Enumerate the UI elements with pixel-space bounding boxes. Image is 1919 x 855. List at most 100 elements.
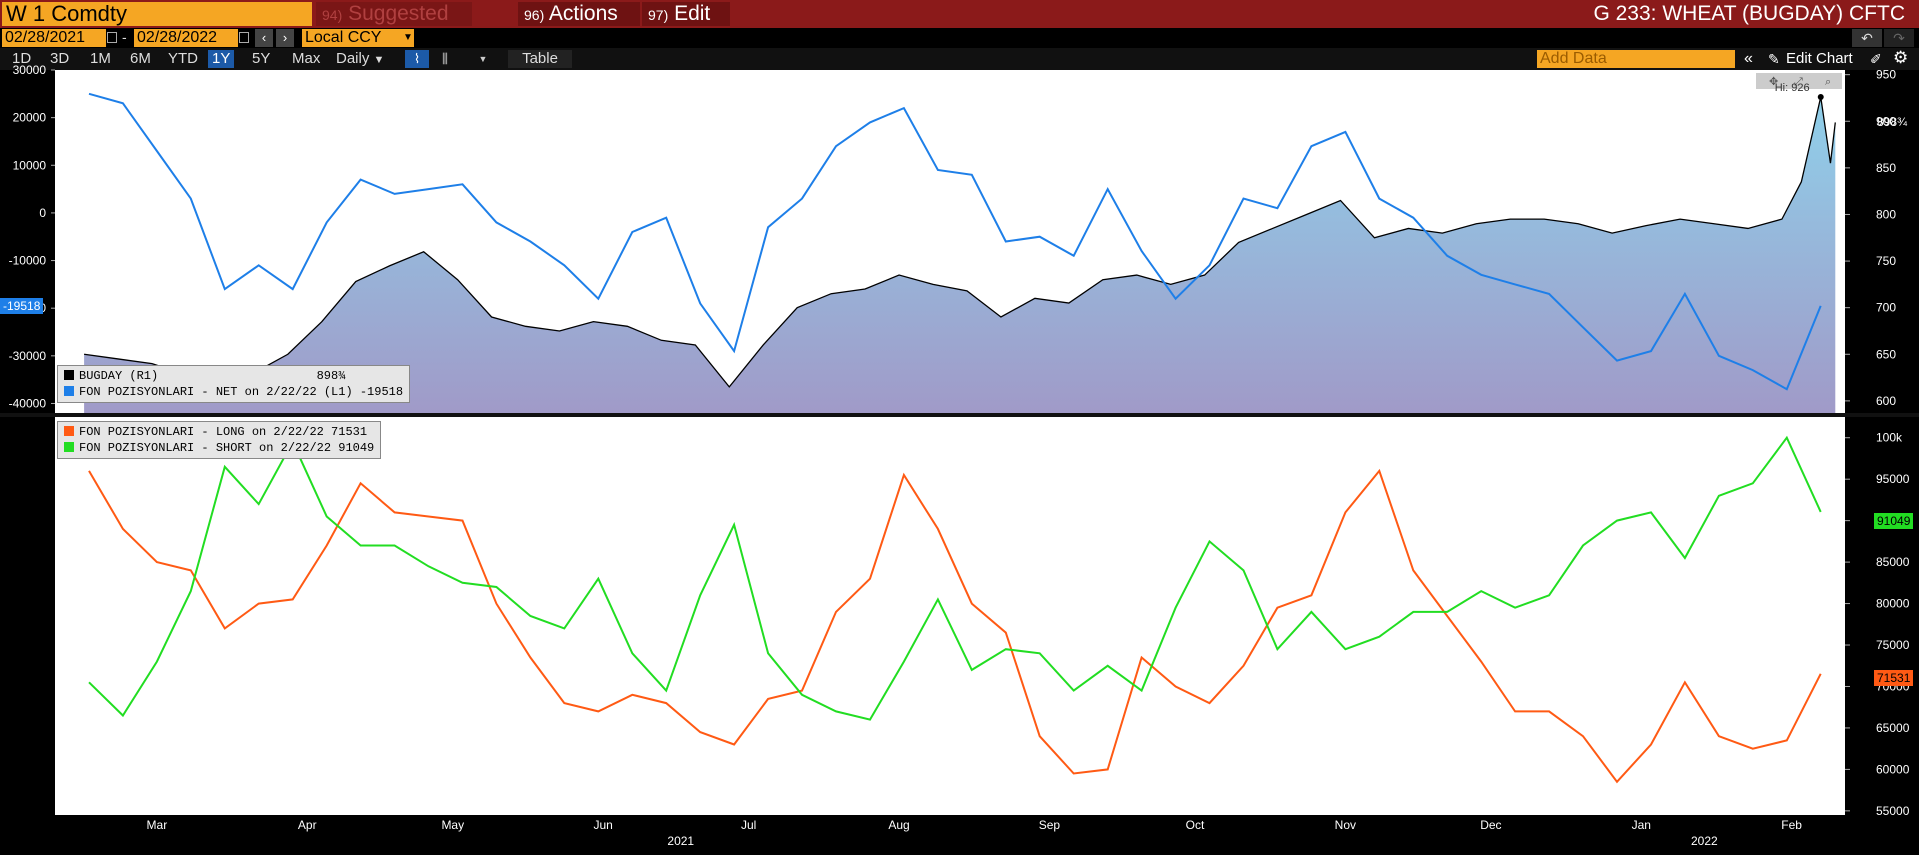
chevron-down-icon[interactable]: ▼ <box>402 29 414 47</box>
chart-title: G 233: WHEAT (BUGDAY) CFTC <box>1593 2 1905 25</box>
currency-label: Local CCY <box>305 29 382 46</box>
currency-select[interactable]: Local CCY <box>302 29 412 47</box>
month-label: Dec <box>1480 818 1501 832</box>
draw-icon[interactable]: ⤢ <box>1794 75 1803 88</box>
legend-swatch <box>64 442 74 452</box>
bottom-right-tick-label: 75000 <box>1876 638 1910 652</box>
legend-label: FON POZISYONLARI - SHORT on 2/22/22 <box>79 441 332 455</box>
annotate-icon[interactable]: ✐ <box>1870 51 1882 67</box>
month-label: May <box>441 818 464 832</box>
table-button[interactable]: Table <box>508 50 572 68</box>
top-legend: BUGDAY (R1) 898¾ FON POZISYONLARI - NET … <box>57 365 411 403</box>
hi-marker <box>1817 94 1824 101</box>
actions-button[interactable]: 96) Actions ▼ <box>518 2 640 48</box>
period-ytd-button[interactable]: YTD <box>168 50 198 67</box>
legend-value: 91049 <box>338 441 375 455</box>
long-line <box>88 468 1822 784</box>
hi-label: Hi: 926 <box>1775 82 1810 94</box>
left-tick-label: 0 <box>39 206 46 220</box>
bar-chart-icon[interactable]: ⫼ <box>442 51 448 66</box>
left-tick-label: -10000 <box>9 254 47 268</box>
period-3d-button[interactable]: 3D <box>50 50 70 67</box>
short-line <box>88 435 1822 721</box>
month-label: Jul <box>741 818 756 832</box>
left-tick-label: -40000 <box>9 396 47 410</box>
legend-label: FON POZISYONLARI - NET on 2/22/22 (L1) <box>79 385 353 399</box>
bottom-right-tick-label: 100k <box>1876 431 1903 445</box>
axes: 3000020000100000-10000-20000-30000-40000… <box>9 63 1910 848</box>
actions-number: 96) <box>524 7 545 23</box>
month-label: Jun <box>593 818 612 832</box>
frequency-select[interactable]: Daily ▼ <box>332 50 388 68</box>
chevron-down-icon: ▼ <box>373 54 385 66</box>
left-tick-label: 10000 <box>13 158 47 172</box>
period-1m-button[interactable]: 1M <box>90 50 111 67</box>
short-last-value-tag: 91049 <box>1874 513 1914 529</box>
bottom-legend: FON POZISYONLARI - LONG on 2/22/22 71531… <box>57 421 382 459</box>
suggested-charts-number: 94) <box>322 7 343 23</box>
undo-icon[interactable]: ↶ <box>1852 29 1882 47</box>
net-last-value-tag: -19518 <box>0 298 44 314</box>
right-tick-label: 600 <box>1876 394 1896 408</box>
redo-icon[interactable]: ↷ <box>1884 29 1914 47</box>
period-5y-button[interactable]: 5Y <box>252 50 271 67</box>
previous-period-button[interactable]: ‹ <box>255 29 273 47</box>
collapse-icon[interactable]: « <box>1744 50 1753 67</box>
date-toolbar: 02/28/2021 - 02/28/2022 ‹ › Local CCY ▼ … <box>0 28 1919 48</box>
actions-label: Actions <box>548 2 618 25</box>
right-tick-label: 800 <box>1876 207 1896 221</box>
next-period-button[interactable]: › <box>276 29 294 47</box>
right-tick-label: 850 <box>1876 161 1896 175</box>
chart-type-dropdown-icon[interactable]: ▼ <box>478 54 488 64</box>
top-toolbar: W 1 Comdty 94) Suggested Charts 96) Acti… <box>0 0 1919 50</box>
add-data-input[interactable]: Add Data <box>1537 50 1735 68</box>
pencil-icon[interactable]: ✎ <box>1768 51 1780 67</box>
bugday-area-fill <box>84 97 1836 413</box>
legend-swatch <box>64 370 74 380</box>
bugday-line <box>84 96 1836 388</box>
legend-swatch <box>64 386 74 396</box>
end-date-input[interactable]: 02/28/2022 <box>134 29 238 47</box>
right-tick-label: 950 <box>1876 68 1896 82</box>
legend-label: BUGDAY (R1) <box>79 369 159 383</box>
legend-item-long: FON POZISYONLARI - LONG on 2/22/22 71531 <box>64 424 374 440</box>
legend-label: FON POZISYONLARI - LONG on 2/22/22 <box>79 425 324 439</box>
bottom-right-tick-label: 60000 <box>1876 762 1910 776</box>
period-1d-button[interactable]: 1D <box>12 50 32 67</box>
month-label: Sep <box>1039 818 1061 832</box>
edit-chart-button[interactable]: Edit Chart <box>1786 50 1853 67</box>
legend-item-short: FON POZISYONLARI - SHORT on 2/22/22 9104… <box>64 440 374 456</box>
start-date-input[interactable]: 02/28/2021 <box>2 29 106 47</box>
line-chart-icon[interactable]: ⌇ <box>405 50 429 68</box>
zoom-icon[interactable]: ⌕ <box>1825 75 1831 88</box>
legend-swatch <box>64 426 74 436</box>
ticker-input[interactable]: W 1 Comdty <box>2 2 312 26</box>
zoom-tools[interactable] <box>1756 73 1842 89</box>
bottom-right-tick-label: 85000 <box>1876 555 1910 569</box>
legend-value: 71531 <box>331 425 368 439</box>
legend-value: -19518 <box>359 385 404 399</box>
bottom-right-tick-label: 95000 <box>1876 472 1910 486</box>
panel-divider[interactable] <box>0 413 1919 417</box>
top-panel-series: Hi: 926 <box>84 82 1836 391</box>
month-label: Nov <box>1335 818 1356 832</box>
calendar-icon[interactable] <box>239 32 249 43</box>
long-last-value-tag: 71531 <box>1874 670 1914 686</box>
period-max-button[interactable]: Max <box>292 50 321 67</box>
month-label: Feb <box>1781 818 1802 832</box>
gear-icon[interactable]: ⚙ <box>1893 48 1909 67</box>
period-toolbar: 1D 3D 1M 6M YTD 1Y 5Y Max Daily ▼ ⌇ ⫼ ▼ … <box>0 48 1919 70</box>
edit-number: 97) <box>648 7 669 23</box>
month-label: Mar <box>147 818 168 832</box>
calendar-icon[interactable] <box>107 32 117 43</box>
period-6m-button[interactable]: 6M <box>130 50 151 67</box>
pan-icon[interactable]: ✥ <box>1769 75 1778 88</box>
frequency-label: Daily <box>336 50 370 67</box>
period-1y-button[interactable]: 1Y <box>208 50 235 68</box>
legend-item-net: FON POZISYONLARI - NET on 2/22/22 (L1) -… <box>64 384 403 400</box>
bottom-right-tick-label: 55000 <box>1876 804 1910 818</box>
month-label: Aug <box>888 818 909 832</box>
left-tick-label: -30000 <box>9 349 47 363</box>
bugday-area <box>84 97 1836 413</box>
